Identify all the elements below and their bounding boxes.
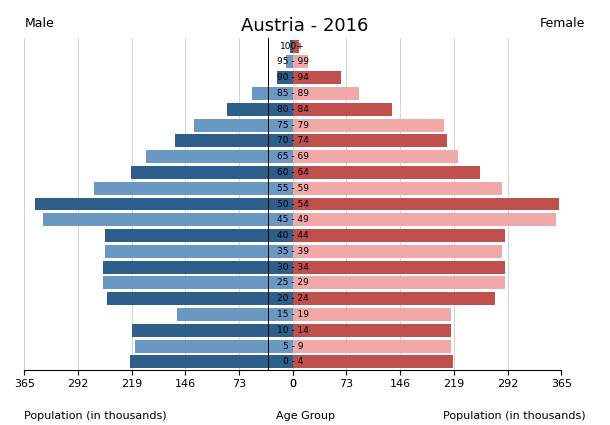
- Bar: [177, 308, 293, 321]
- Text: 30 - 34: 30 - 34: [277, 263, 309, 272]
- Bar: [293, 245, 503, 258]
- Text: 45 - 49: 45 - 49: [277, 215, 309, 224]
- Bar: [293, 40, 299, 53]
- Text: 60 - 64: 60 - 64: [277, 168, 309, 177]
- Text: 65 - 69: 65 - 69: [277, 152, 309, 161]
- Bar: [43, 213, 293, 226]
- Bar: [293, 198, 559, 210]
- Text: 90 - 94: 90 - 94: [277, 73, 309, 82]
- Bar: [103, 276, 293, 289]
- Bar: [253, 87, 293, 100]
- Bar: [131, 166, 293, 179]
- Text: 5 - 9: 5 - 9: [282, 342, 303, 351]
- Bar: [293, 308, 451, 321]
- Text: 15 - 19: 15 - 19: [277, 310, 309, 319]
- Bar: [293, 87, 359, 100]
- Bar: [293, 292, 495, 305]
- Bar: [103, 261, 293, 274]
- Text: Age Group: Age Group: [276, 411, 334, 421]
- Bar: [293, 355, 453, 368]
- Bar: [290, 40, 293, 53]
- Bar: [293, 103, 392, 116]
- Bar: [135, 340, 293, 353]
- Bar: [95, 182, 293, 195]
- Bar: [293, 71, 340, 84]
- Text: Population (in thousands): Population (in thousands): [443, 411, 586, 421]
- Text: Population (in thousands): Population (in thousands): [24, 411, 167, 421]
- Bar: [293, 119, 443, 132]
- Text: 75 - 79: 75 - 79: [277, 121, 309, 130]
- Text: 100+: 100+: [281, 42, 305, 51]
- Bar: [293, 134, 447, 147]
- Bar: [293, 340, 451, 353]
- Text: 50 - 54: 50 - 54: [277, 199, 309, 209]
- Bar: [132, 324, 293, 337]
- Bar: [293, 276, 504, 289]
- Bar: [293, 261, 504, 274]
- Bar: [293, 229, 504, 242]
- Text: Female: Female: [540, 17, 586, 30]
- Text: 20 - 24: 20 - 24: [277, 294, 309, 303]
- Bar: [293, 166, 480, 179]
- Bar: [106, 229, 293, 242]
- Bar: [146, 150, 293, 163]
- Bar: [227, 103, 293, 116]
- Text: 85 - 89: 85 - 89: [277, 89, 309, 98]
- Text: 80 - 84: 80 - 84: [277, 105, 309, 114]
- Text: 35 - 39: 35 - 39: [277, 247, 309, 256]
- Bar: [293, 324, 451, 337]
- Text: Austria - 2016: Austria - 2016: [242, 17, 368, 35]
- Text: 40 - 44: 40 - 44: [277, 231, 309, 240]
- Bar: [276, 71, 293, 84]
- Text: 10 - 14: 10 - 14: [277, 326, 309, 335]
- Text: 0 - 4: 0 - 4: [282, 357, 303, 366]
- Bar: [293, 213, 556, 226]
- Bar: [286, 55, 293, 68]
- Bar: [293, 55, 307, 68]
- Bar: [107, 292, 293, 305]
- Text: 55 - 59: 55 - 59: [277, 184, 309, 193]
- Bar: [293, 182, 503, 195]
- Bar: [193, 119, 293, 132]
- Bar: [175, 134, 293, 147]
- Bar: [129, 355, 293, 368]
- Text: 95 - 99: 95 - 99: [277, 57, 309, 66]
- Text: Male: Male: [24, 17, 54, 30]
- Bar: [293, 150, 458, 163]
- Text: 25 - 29: 25 - 29: [277, 278, 309, 287]
- Text: 70 - 74: 70 - 74: [277, 136, 309, 145]
- Bar: [35, 198, 293, 210]
- Bar: [106, 245, 293, 258]
